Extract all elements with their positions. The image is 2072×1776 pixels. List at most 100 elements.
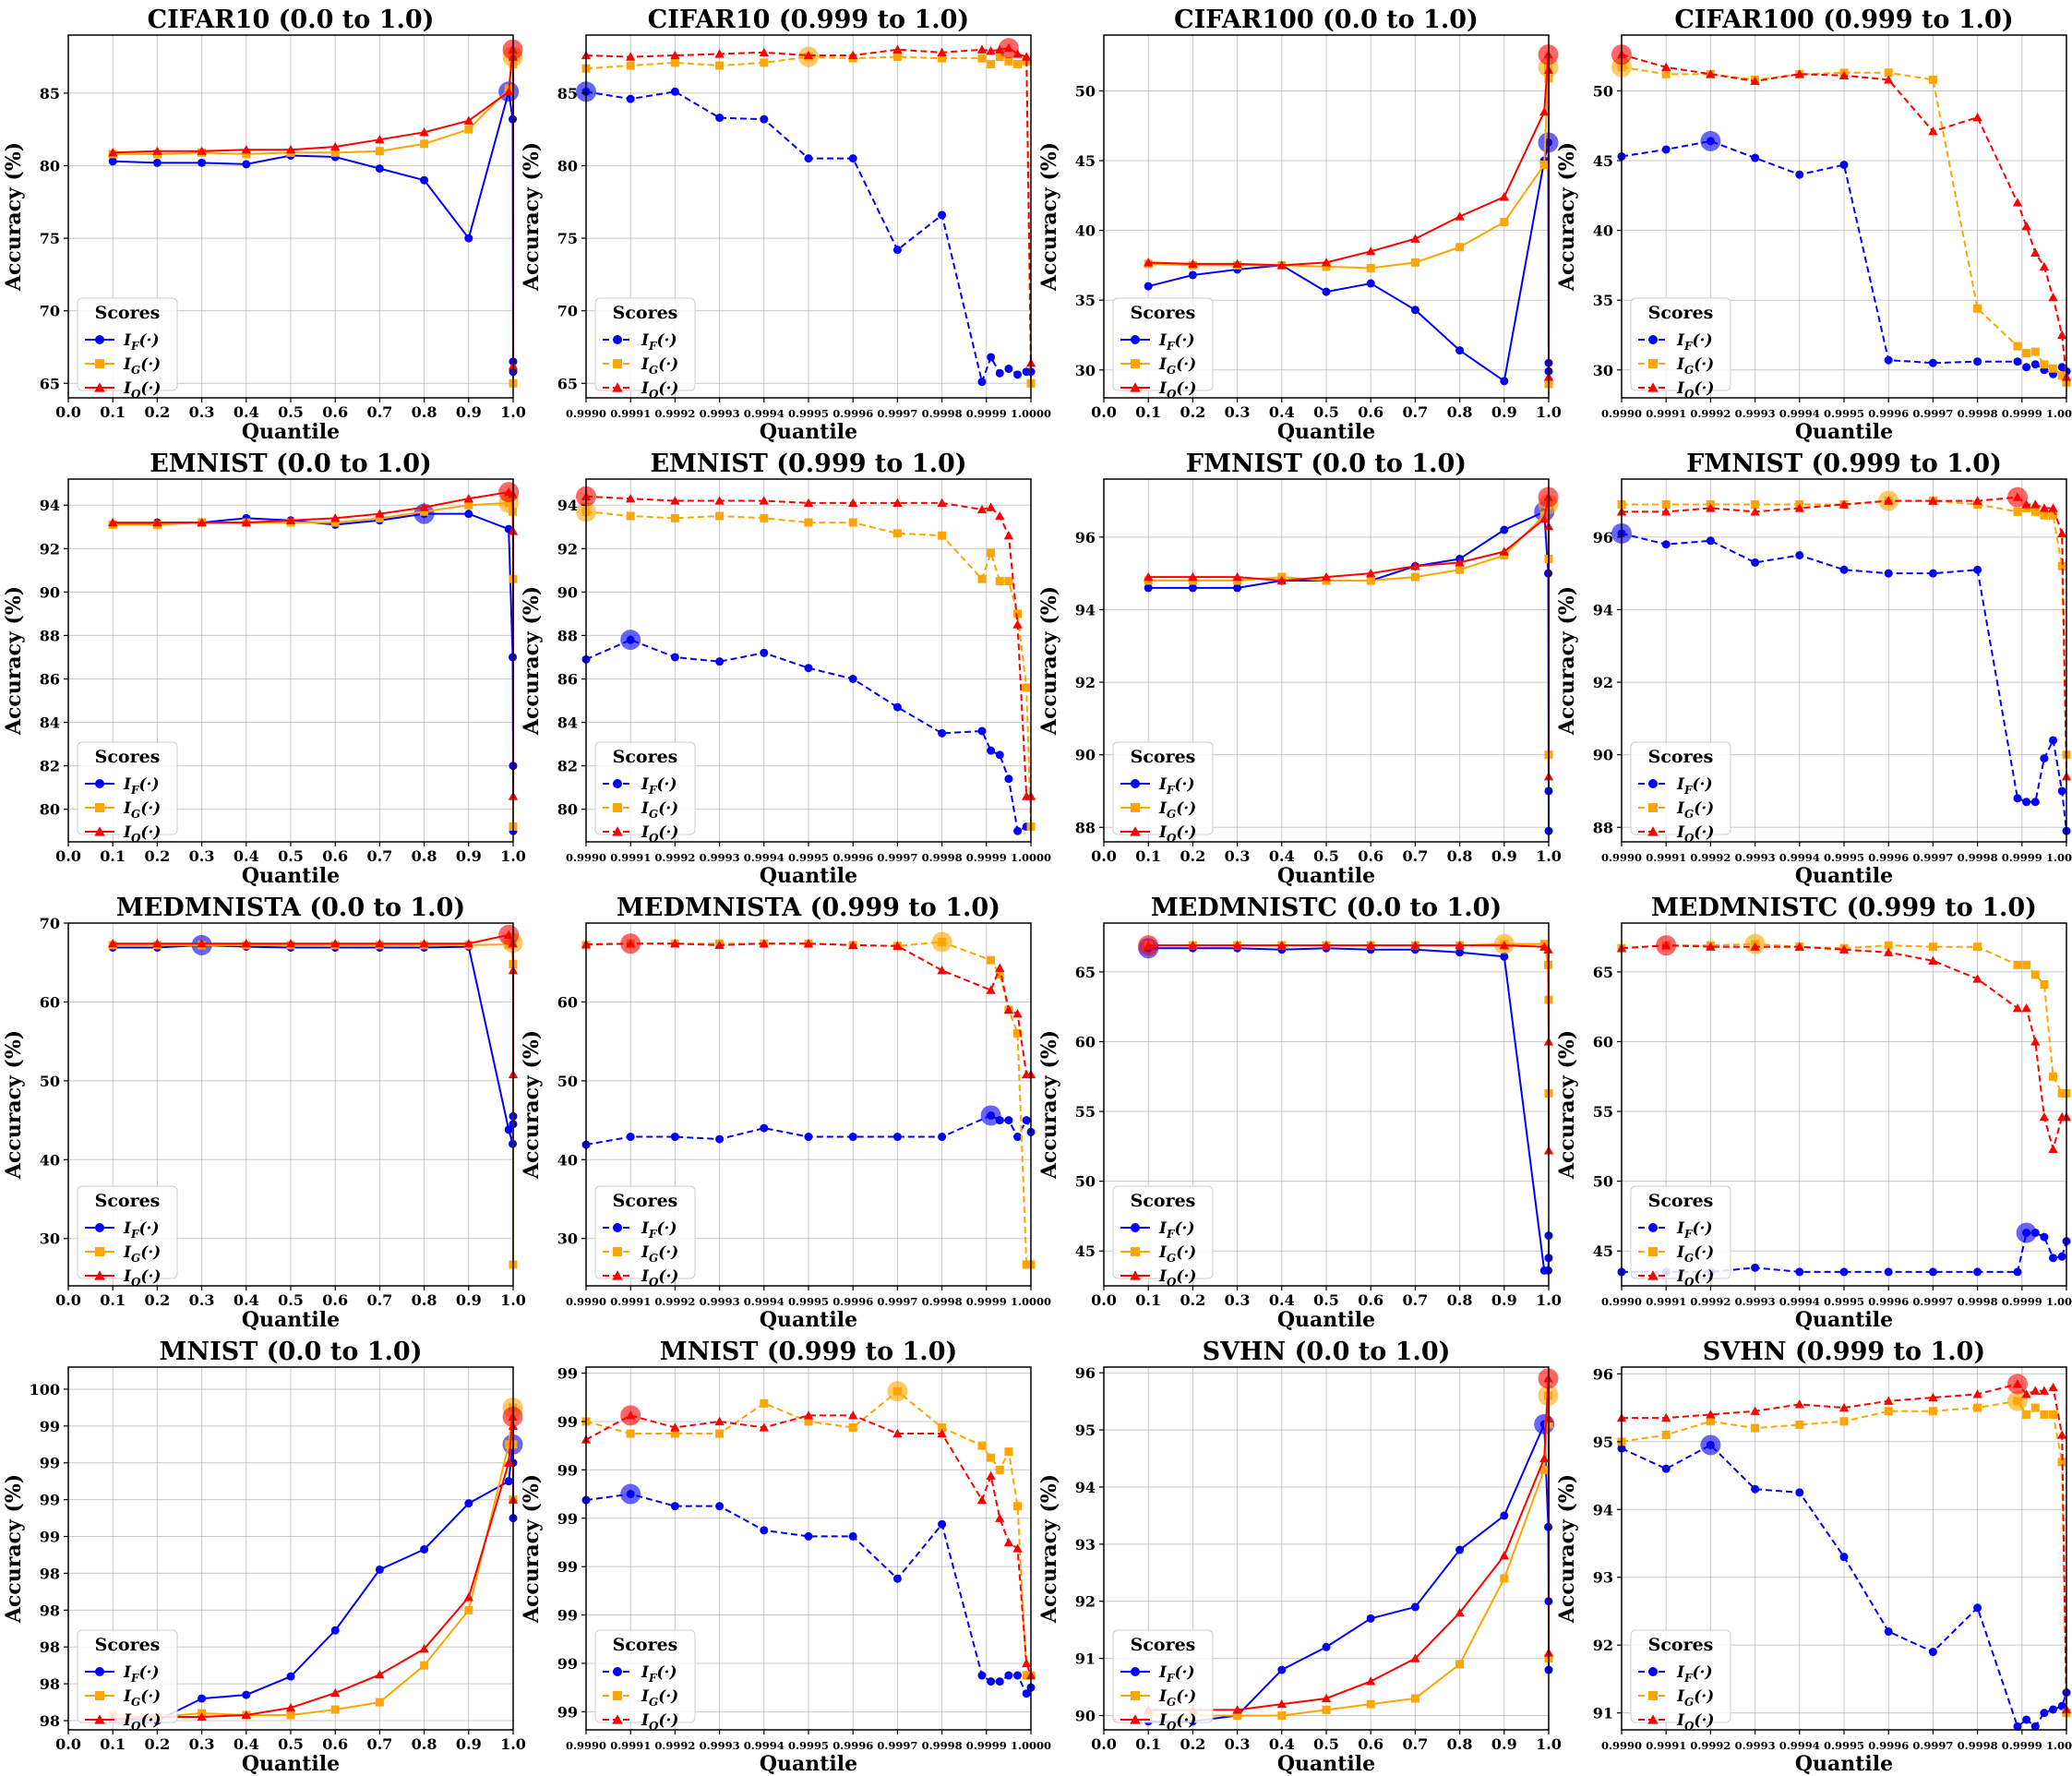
data-point-IG [760,513,769,522]
data-point-IF [420,1544,429,1554]
y-tick-label: 94 [1593,601,1613,618]
plot-area [581,931,1036,1269]
data-point-IG [2049,364,2058,373]
data-point-IF [1366,1614,1375,1623]
x-tick-label: 0.9997 [1912,1739,1953,1752]
legend-label-IO: IO(·) [641,1267,678,1289]
data-point-IF [152,158,162,167]
chart-title: MEDMNISTA (0.999 to 1.0) [617,894,1000,922]
data-point-IF [375,1565,384,1574]
legend-marker-IG [95,1691,104,1700]
x-tick-label: 0.8 [412,847,437,865]
data-point-IG [464,1605,473,1614]
data-point-IO [1661,507,1671,516]
data-point-IO [1706,69,1716,78]
series-line-IF [585,1493,1032,1695]
legend-label-IG: IG(·) [1676,1687,1714,1709]
legend-label-IG: IG(·) [1158,1687,1196,1709]
data-point-IG [242,150,251,159]
series-line-IO [1621,944,2066,1150]
x-tick-label: 0.9990 [566,1295,606,1308]
legend: Scores IF(·)IG(·)IO(·) [77,741,178,845]
data-point-IF [670,87,679,96]
x-tick-label: 0.9 [456,847,482,865]
data-point-IO [1539,1453,1550,1463]
data-point-IO [848,498,858,508]
data-point-IF [1004,1116,1013,1125]
data-point-IO [1838,70,1850,79]
y-axis-label: Accuracy (%) [2,1474,26,1624]
data-point-IG [760,58,769,67]
data-point-IO [892,941,903,950]
data-point-IF [2057,1252,2066,1261]
data-point-IG [2057,1458,2066,1467]
data-point-IF [670,1502,679,1511]
series-line-IO [1622,1383,2067,1710]
data-point-IO [241,145,251,154]
y-tick-label: 30 [1075,362,1096,379]
legend-title: Scores [95,1191,161,1211]
legend-marker-IO [1647,1270,1659,1280]
data-point-IO [1410,234,1420,243]
data-point-IO [1321,571,1332,582]
legend-marker-IG [613,1691,622,1700]
data-point-IO [892,44,903,54]
data-point-IO [2039,1386,2050,1395]
data-point-IO [995,510,1005,521]
data-point-IF [848,1531,857,1541]
legend: Scores IF(·)IG(·)IO(·) [1112,1629,1214,1733]
y-tick-label: 35 [1075,292,1096,309]
x-tick-label: 0.6 [1358,1291,1383,1309]
x-tick-label: 0.9997 [877,407,917,420]
data-point-IF [995,1677,1004,1686]
y-tick-label: 65 [1075,964,1096,981]
data-point-IO [1321,258,1332,267]
legend-marker-IF [1648,779,1658,788]
data-point-IG [715,511,725,521]
x-tick-label: 0.9991 [1646,1295,1686,1308]
data-point-IO [759,47,769,57]
data-point-IO [1410,941,1420,950]
data-point-IF [1277,1665,1287,1674]
legend: Scores IF(·)IG(·)IO(·) [594,1629,696,1733]
data-point-IG [804,1417,813,1426]
series-line-IF [1621,532,2067,832]
data-point-IG [2022,960,2031,969]
x-tick-label: 0.1 [100,1735,126,1753]
y-tick-label: 40 [557,1151,578,1169]
data-point-IO [1003,1004,1014,1014]
data-point-IF [1500,1511,1509,1520]
x-tick-label: 0.7 [1402,1735,1428,1753]
x-axis-label: Quantile [1277,420,1375,444]
data-point-IG [2013,342,2022,351]
legend: Scores IF(·)IG(·)IO(·) [594,741,696,845]
data-point-IO [1321,1693,1332,1703]
data-point-IO [670,1422,680,1432]
data-point-IO [1366,1676,1376,1686]
legend-marker-IG [613,803,622,812]
data-point-IG [1839,1417,1849,1426]
data-point-IG [995,53,1004,62]
data-point-IG [938,531,947,540]
x-tick-label: 0.9996 [1868,1739,1909,1752]
data-point-IO [330,939,341,948]
legend-label-IG: IG(·) [1676,355,1714,377]
chart-title: SVHN (0.0 to 1.0) [1203,1338,1451,1366]
data-point-IO [848,1410,858,1420]
legend-label-IO: IO(·) [1158,1711,1196,1733]
data-point-IO [241,517,251,527]
x-tick-label: 0.9998 [1958,407,1998,420]
x-tick-label: 0.2 [144,1291,170,1309]
data-point-IF [504,1125,513,1134]
data-point-IO [1012,49,1023,58]
data-point-IG [1013,1029,1023,1038]
data-point-IF [892,702,902,712]
y-tick-label: 99 [557,1413,578,1431]
x-tick-label: 0.6 [1358,1735,1383,1753]
data-point-IF [2030,1722,2040,1731]
x-tick-label: 0.9990 [566,1739,606,1752]
series-line-IO [585,1414,1032,1676]
data-point-IF [1022,1116,1031,1125]
y-tick-label: 30 [40,1230,60,1248]
data-point-IO [1661,941,1671,950]
